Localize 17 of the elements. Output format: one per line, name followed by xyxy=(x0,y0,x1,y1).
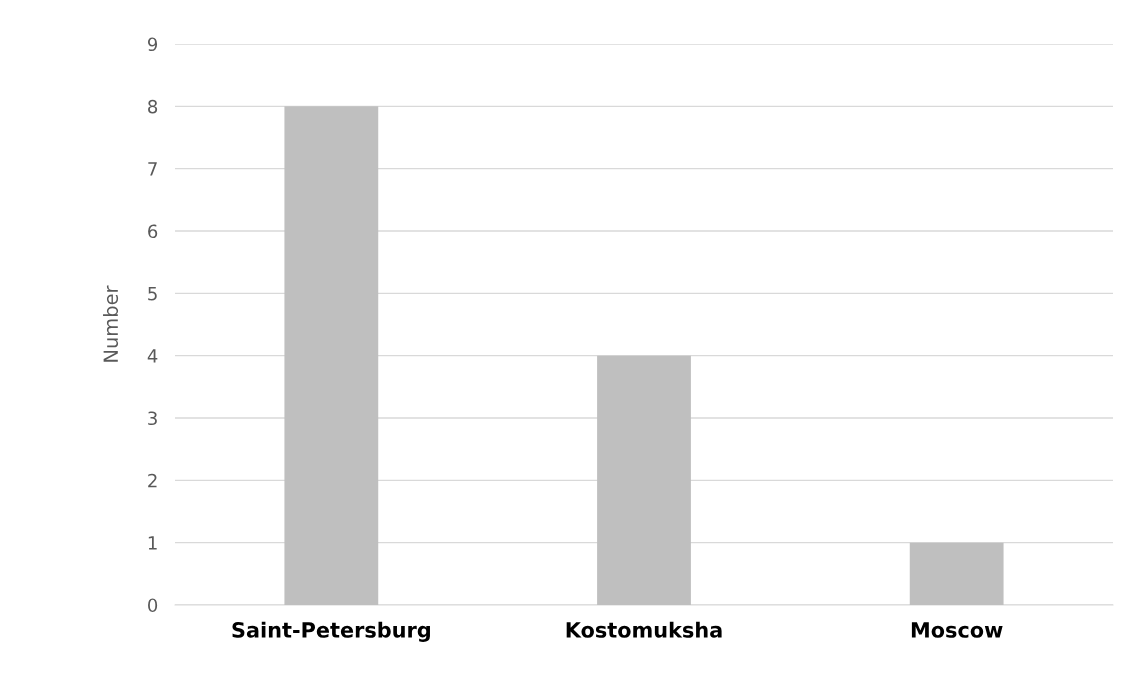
x-tick-label: Moscow xyxy=(911,622,1003,638)
bar xyxy=(597,355,691,605)
x-tick-label: Saint-Petersburg xyxy=(232,621,430,642)
bar xyxy=(284,106,379,605)
y-axis-title: Number xyxy=(103,285,119,362)
y-tick-label: 5 xyxy=(148,287,157,301)
y-tick-label: 7 xyxy=(148,162,157,176)
x-tick-label: Kostomuksha xyxy=(566,621,722,638)
y-tick-label: 0 xyxy=(148,598,158,613)
bar xyxy=(909,542,1004,605)
y-tick-label: 6 xyxy=(148,224,158,239)
y-tick-label: 3 xyxy=(148,411,157,426)
y-tick-label: 1 xyxy=(148,536,157,550)
y-tick-label: 4 xyxy=(147,349,158,363)
y-tick-label: 2 xyxy=(148,473,157,488)
y-tick-label: 9 xyxy=(147,37,158,52)
y-tick-label: 8 xyxy=(148,99,158,114)
